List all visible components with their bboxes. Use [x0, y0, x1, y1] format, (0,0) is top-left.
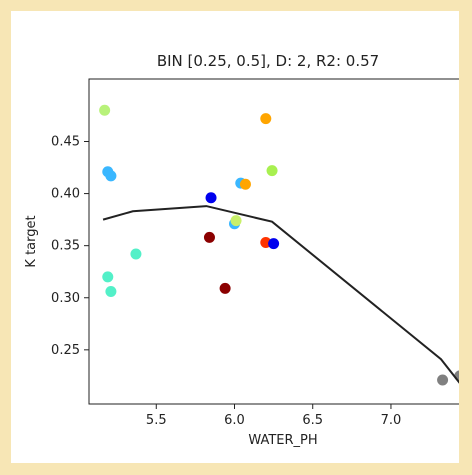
scatter-point	[105, 286, 117, 297]
x-axis-label: WATER_PH	[248, 433, 317, 448]
scatter-point	[102, 271, 114, 283]
chart-title: BIN [0.25, 0.5], D: 2, R2: 0.57	[157, 52, 379, 70]
scatter-point	[260, 113, 272, 125]
scatter-point	[230, 215, 242, 227]
figure-frame: BIN [0.25, 0.5], D: 2, R2: 0.57 5.5 6.0 6.…	[11, 11, 459, 463]
scatter-point	[130, 248, 142, 260]
x-axis-ticks: 5.56.06.57.07.5	[146, 404, 459, 428]
scatter-point	[266, 165, 278, 177]
scatter-point	[99, 104, 111, 116]
y-axis-ticks: 0.25 0.30 0.35 0.40 0.45	[51, 135, 89, 358]
x-tick-label: 6.5	[302, 413, 323, 428]
y-tick-label: 0.30	[51, 291, 80, 306]
x-tick-label: 6.0	[224, 413, 245, 428]
scatter-point	[203, 231, 215, 243]
chart-svg: BIN [0.25, 0.5], D: 2, R2: 0.57 5.5 6.0 6.…	[24, 52, 459, 448]
scatter-point	[268, 238, 280, 250]
trend-line	[102, 205, 459, 384]
y-tick-label: 0.40	[51, 187, 80, 202]
x-tick-label: 5.5	[146, 413, 167, 428]
scatter-point	[105, 170, 117, 182]
y-tick-label: 0.35	[51, 239, 80, 254]
scatter-point	[219, 282, 231, 294]
y-tick-label: 0.45	[51, 135, 80, 150]
y-tick-label: 0.25	[51, 343, 80, 358]
plot-area-frame	[88, 78, 459, 405]
x-tick-label: 7.0	[381, 413, 402, 428]
scatter-point	[239, 178, 251, 190]
scatter-points	[99, 104, 459, 386]
scatter-point	[205, 192, 217, 204]
scatter-point	[437, 374, 449, 386]
y-axis-label: K target	[24, 215, 39, 267]
